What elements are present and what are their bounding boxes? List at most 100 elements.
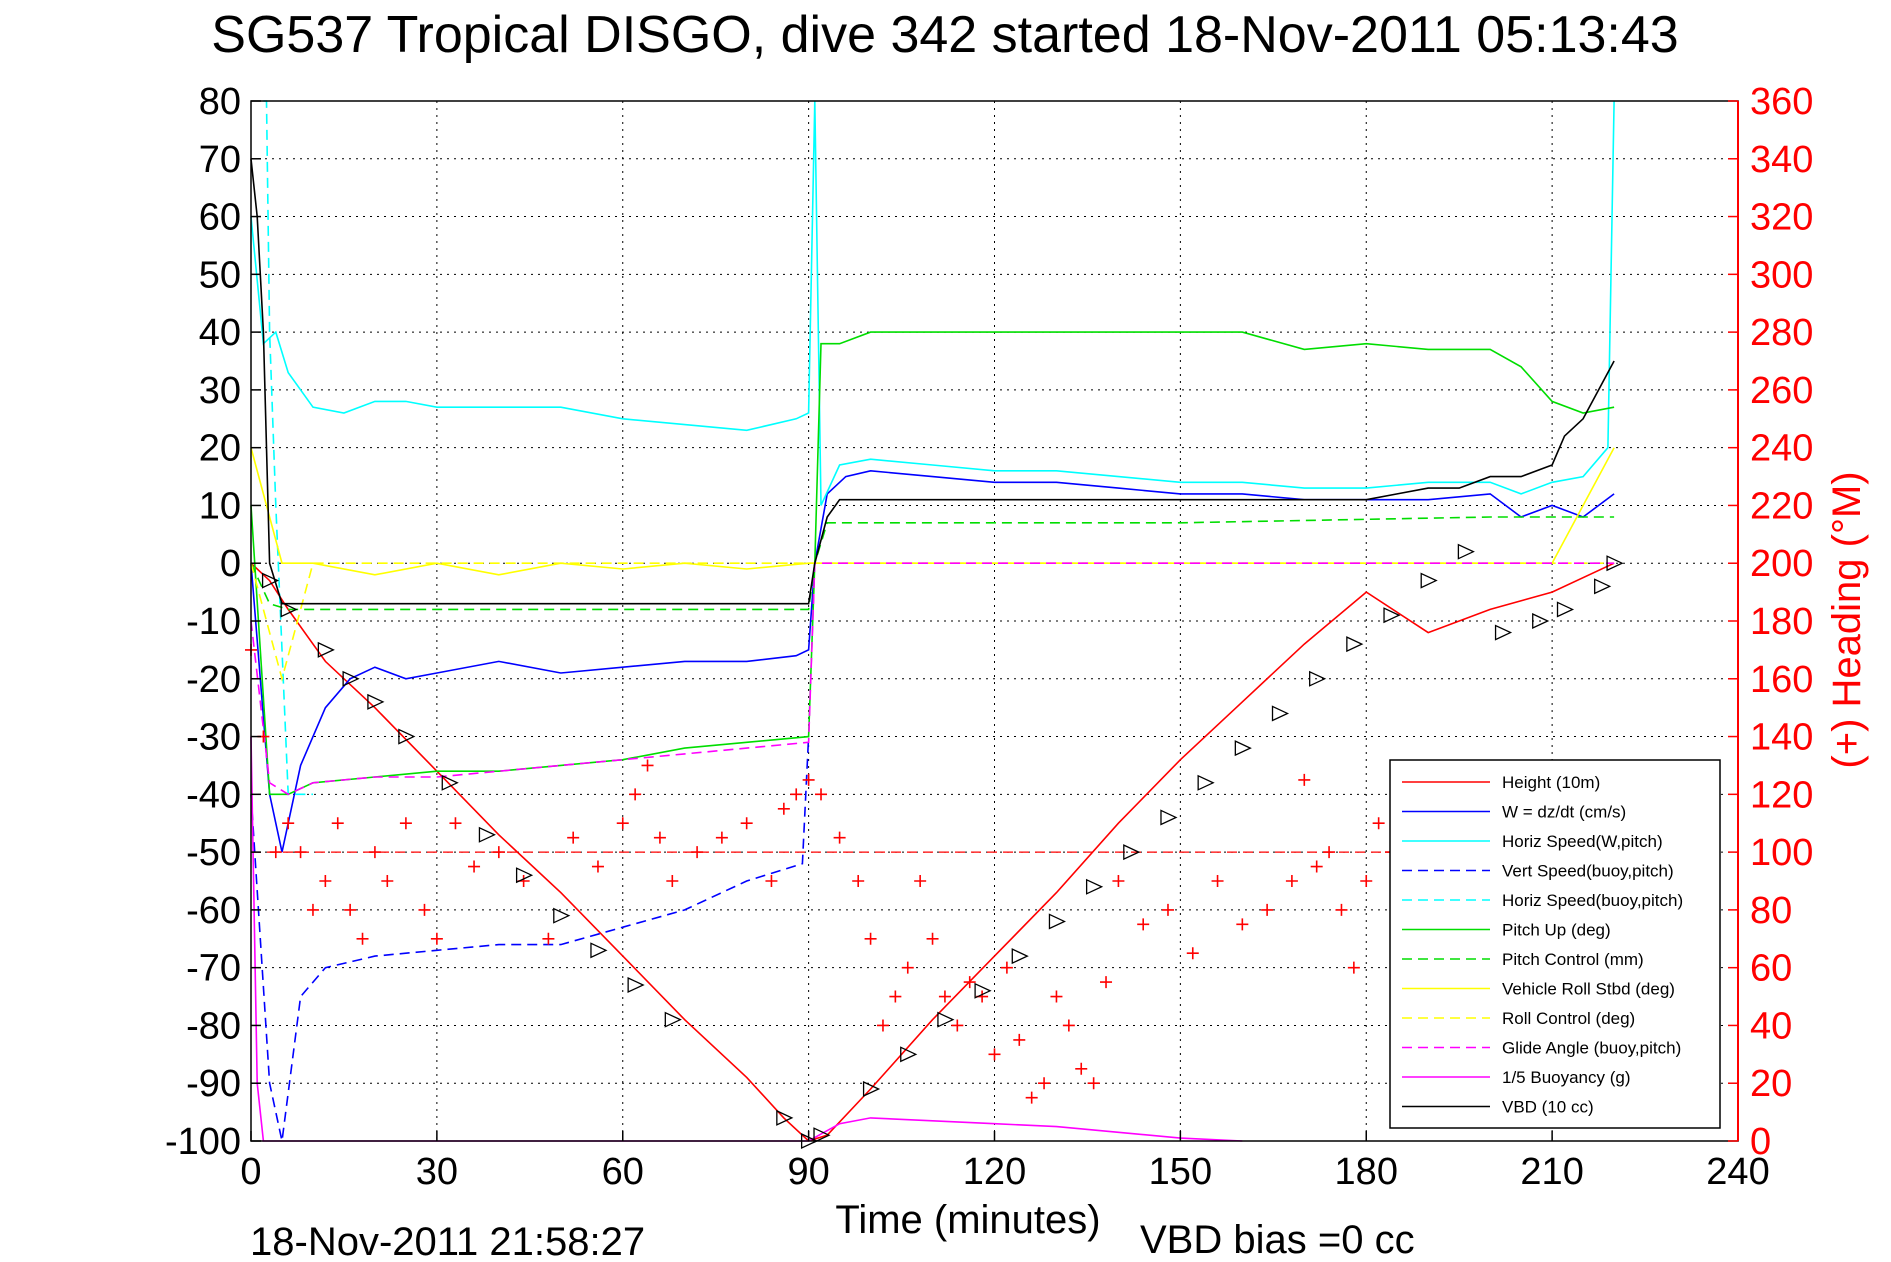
y2-tick-label: 140	[1750, 717, 1813, 759]
heading-point	[777, 802, 790, 815]
x-tick-label: 0	[240, 1151, 261, 1193]
height-marker	[1011, 948, 1029, 965]
height-marker	[1606, 555, 1624, 572]
x-tick-label: 150	[1149, 1151, 1212, 1193]
heading-point	[740, 817, 753, 830]
x-tick-label: 210	[1520, 1151, 1583, 1193]
footer-vbd-bias: VBD bias =0 cc	[1140, 1218, 1415, 1262]
heading-point	[1100, 976, 1113, 989]
y2-tick-label: 100	[1750, 832, 1813, 874]
heading-point	[815, 788, 828, 801]
heading-point	[833, 831, 846, 844]
y-tick-label: 20	[199, 428, 241, 470]
height-marker	[441, 774, 459, 791]
heading-point	[889, 990, 902, 1003]
heading-point	[1372, 817, 1385, 830]
heading-point	[282, 817, 295, 830]
legend-label: Horiz Speed(W,pitch)	[1502, 832, 1663, 851]
series-line	[250, 469, 1615, 853]
heading-point	[449, 817, 462, 830]
heading-point	[914, 875, 927, 887]
heading-point	[269, 846, 282, 859]
y2-tick-label: 340	[1750, 139, 1813, 181]
y2-tick-label: 240	[1750, 428, 1813, 470]
y-tick-label: -40	[186, 774, 241, 816]
x-axis: 0 30 60 90 120 150 180 210 240	[240, 1131, 1770, 1193]
heading-point	[963, 976, 976, 989]
heading-point	[319, 875, 332, 887]
heading-point	[691, 846, 704, 859]
height-marker	[515, 867, 534, 884]
y2-tick-label: 320	[1750, 197, 1813, 239]
height-marker	[664, 1011, 682, 1028]
heading-point	[864, 932, 877, 945]
heading-point	[653, 831, 666, 844]
heading-point	[1236, 918, 1249, 931]
legend: Height (10m) W = dz/dt (cm/s) Horiz Speed(…	[1389, 759, 1721, 1129]
height-marker	[627, 976, 645, 994]
y-tick-label: 50	[199, 254, 241, 296]
height-marker	[900, 1046, 918, 1063]
legend-label: Vehicle Roll Stbd (deg)	[1502, 980, 1675, 999]
series-line	[250, 158, 1615, 605]
chart-title: SG537 Tropical DISGO, dive 342 started 1…	[211, 6, 1678, 64]
y2-tick-label: 280	[1750, 312, 1813, 354]
y-tick-label: -80	[186, 1005, 241, 1047]
heading-point	[294, 846, 307, 859]
height-marker	[398, 728, 416, 745]
height-marker	[1309, 670, 1327, 687]
y-tick-label: 70	[199, 139, 241, 181]
heading-point	[1310, 860, 1323, 873]
heading-point	[542, 932, 555, 945]
heading-point	[926, 932, 939, 945]
legend-label: Horiz Speed(buoy,pitch)	[1502, 891, 1683, 910]
y-axis: 80 70 60 50 40 30 20 10 0 -10 -20 -30 -40 -50 -60 -70 -8…	[165, 81, 261, 1163]
series-line	[250, 331, 1615, 796]
heading-point	[368, 846, 381, 859]
x-tick-label: 180	[1335, 1151, 1398, 1193]
y2-tick-label: 160	[1750, 659, 1813, 701]
heading-point	[1360, 875, 1373, 887]
heading-point	[666, 875, 679, 887]
heading-point	[399, 817, 412, 830]
heading-point	[951, 1019, 964, 1032]
y2-axis: 3603403203002802602402202001801601401201…	[1728, 81, 1813, 1163]
y2-axis-label: (+) Heading (°M)	[1825, 471, 1869, 768]
height-marker	[974, 982, 992, 999]
x-tick-label: 30	[416, 1151, 458, 1193]
height-marker	[1594, 578, 1612, 595]
heading-point	[1112, 875, 1125, 887]
y-tick-label: -20	[186, 659, 241, 701]
legend-label: VBD (10 cc)	[1502, 1098, 1594, 1117]
heading-point	[344, 903, 357, 916]
height-marker	[1160, 809, 1178, 826]
heading-point	[938, 990, 951, 1003]
heading-point	[591, 860, 604, 873]
x-axis-label: Time (minutes)	[835, 1198, 1100, 1242]
y2-tick-label: 0	[1750, 1121, 1771, 1163]
heading-point	[1013, 1033, 1026, 1046]
heading-point	[356, 932, 369, 945]
legend-box	[1389, 759, 1721, 1129]
heading-point	[852, 875, 865, 887]
x-tick-label: 120	[963, 1151, 1026, 1193]
y-tick-label: 60	[199, 197, 241, 239]
heading-point	[715, 831, 728, 844]
series-layer	[250, 100, 1615, 1142]
heading-point	[988, 1048, 1001, 1061]
legend-label: 1/5 Buoyancy (g)	[1502, 1068, 1631, 1087]
y2-tick-label: 260	[1750, 370, 1813, 412]
heading-point	[1161, 903, 1174, 916]
heading-point	[567, 831, 580, 844]
heading-point	[1050, 990, 1063, 1003]
footer-timestamp: 18-Nov-2011 21:58:27	[250, 1220, 645, 1262]
height-marker	[776, 1109, 794, 1126]
heading-point	[468, 860, 481, 873]
y-tick-label: -60	[186, 890, 241, 932]
height-marker	[590, 942, 608, 959]
y2-tick-label: 60	[1750, 948, 1792, 990]
height-marker	[1494, 624, 1513, 641]
x-tick-label: 60	[602, 1151, 644, 1193]
y2-tick-label: 20	[1750, 1063, 1792, 1105]
